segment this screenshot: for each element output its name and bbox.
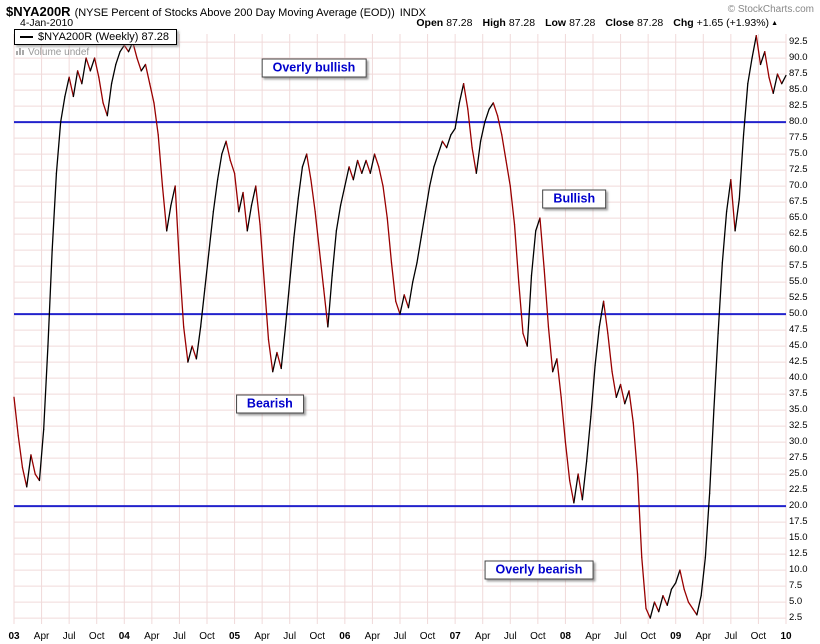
change-label: Chg: [673, 17, 694, 29]
y-axis-tick: 67.5: [789, 196, 808, 208]
legend: $NYA200R (Weekly) 87.28: [14, 29, 178, 45]
x-axis-tick: 03: [8, 631, 20, 642]
legend-label: $NYA200R (Weekly) 87.28: [38, 31, 170, 43]
volume-legend: Volume undef: [16, 47, 89, 58]
annotation-overly-bearish: Overly bearish: [484, 560, 594, 580]
chart-description: (NYSE Percent of Stocks Above 200 Day Mo…: [74, 7, 395, 19]
x-axis-tick: Apr: [474, 631, 491, 642]
y-axis-tick: 90.0: [789, 52, 808, 64]
y-axis-tick: 7.5: [789, 580, 803, 592]
x-axis-tick: 08: [559, 631, 571, 642]
high-label: High: [482, 17, 506, 29]
annotation-bearish: Bearish: [235, 394, 304, 414]
y-axis-tick: 50.0: [789, 308, 808, 320]
stockcharts-copyright: © StockCharts.com: [727, 4, 814, 15]
y-axis-tick: 87.5: [789, 68, 808, 80]
x-axis-tick: Oct: [750, 631, 767, 642]
symbol: $NYA200R: [6, 4, 71, 19]
y-axis-tick: 20.0: [789, 500, 808, 512]
line-swatch-icon: [20, 36, 33, 38]
price-line: [13, 35, 787, 619]
volume-bars-icon: [16, 47, 25, 58]
x-axis-tick: 09: [670, 631, 682, 642]
y-axis-tick: 32.5: [789, 420, 808, 432]
y-axis-tick: 92.5: [789, 36, 808, 48]
x-axis-tick: Jul: [503, 631, 517, 642]
x-axis-tick: 04: [118, 631, 130, 642]
x-axis-tick: Apr: [585, 631, 601, 642]
x-axis-tick: Jul: [283, 631, 297, 642]
y-axis-tick: 45.0: [789, 340, 808, 352]
y-axis-tick: 60.0: [789, 244, 808, 256]
y-axis-tick: 5.0: [789, 596, 803, 608]
y-axis-tick: 27.5: [789, 452, 808, 464]
y-axis-tick: 85.0: [789, 84, 808, 96]
y-axis-tick: 47.5: [789, 324, 808, 336]
y-axis-tick: 70.0: [789, 180, 808, 192]
y-axis-tick: 40.0: [789, 372, 808, 384]
y-axis-tick: 82.5: [789, 100, 808, 112]
y-axis-tick: 15.0: [789, 532, 808, 544]
price-chart-canvas: [13, 34, 787, 624]
annotation-overly-bullish: Overly bullish: [261, 58, 367, 78]
x-axis-tick: Apr: [254, 631, 270, 642]
x-axis-tick: 10: [780, 631, 792, 642]
ohlc-quote: Open 87.28 High 87.28 Low 87.28 Close 87.28 Chg +…: [406, 17, 778, 29]
chart-header: $NYA200R (NYSE Percent of Stocks Above 20…: [6, 3, 816, 19]
change-value: +1.65 (+1.93%): [696, 17, 770, 29]
x-axis-tick: Jul: [62, 631, 76, 642]
y-axis-tick: 12.5: [789, 548, 808, 560]
x-axis-tick: Oct: [199, 631, 215, 642]
open-label: Open: [416, 17, 444, 29]
x-axis-tick: Jul: [393, 631, 407, 642]
y-axis-tick: 57.5: [789, 260, 808, 272]
y-axis-tick: 55.0: [789, 276, 808, 288]
chart-area: 92.5 90.0 87.5 85.0 82.5 80.0 77.5 75.0 72.5 70.0…: [0, 28, 820, 644]
close-label: Close: [605, 17, 634, 29]
low-value: 87.28: [569, 17, 596, 29]
change-up-arrow-icon: ▲: [771, 20, 778, 27]
quote-date: 4-Jan-2010: [20, 17, 74, 29]
index-tag: INDX: [399, 7, 427, 19]
y-axis-tick: 65.0: [789, 212, 808, 224]
x-axis-tick: Jul: [173, 631, 186, 642]
y-axis-tick: 22.5: [789, 484, 808, 496]
x-axis-tick: Oct: [419, 631, 436, 642]
y-axis-tick: 25.0: [789, 468, 808, 480]
x-axis-tick: 07: [449, 631, 461, 642]
y-axis-tick: 17.5: [789, 516, 808, 528]
y-axis-tick: 75.0: [789, 148, 808, 160]
x-axis-tick: Jul: [724, 631, 738, 642]
x-axis-tick: Apr: [33, 631, 50, 642]
y-axis-tick: 77.5: [789, 132, 808, 144]
x-axis-tick: Oct: [530, 631, 546, 642]
high-value: 87.28: [508, 17, 536, 29]
y-axis-tick: 62.5: [789, 228, 808, 240]
x-axis-tick: Oct: [640, 631, 656, 642]
volume-label: Volume undef: [28, 47, 90, 58]
x-axis-tick: Apr: [364, 631, 381, 642]
y-axis-tick: 37.5: [789, 388, 808, 400]
y-axis-tick: 2.5: [789, 612, 803, 624]
x-axis-tick: 05: [229, 631, 241, 642]
y-axis-tick: 10.0: [789, 564, 808, 576]
low-label: Low: [545, 17, 567, 29]
x-axis-tick: Oct: [88, 631, 105, 642]
quote-row: 4-Jan-2010 Open 87.28 High 87.28 Low 87.28 Clo…: [20, 17, 820, 30]
x-axis-tick: Oct: [309, 631, 326, 642]
close-value: 87.28: [636, 17, 664, 29]
y-axis-tick: 35.0: [789, 404, 808, 416]
y-axis-tick: 72.5: [789, 164, 808, 176]
y-axis-tick: 30.0: [789, 436, 808, 448]
x-axis-tick: Apr: [695, 631, 712, 642]
annotation-bullish: Bullish: [542, 189, 607, 209]
x-axis-tick: 06: [339, 631, 351, 642]
y-axis-tick: 42.5: [789, 356, 808, 368]
y-axis-tick: 52.5: [789, 292, 808, 304]
x-axis-tick: Jul: [614, 631, 627, 642]
x-axis-tick: Apr: [144, 631, 160, 642]
y-axis-tick: 80.0: [789, 116, 808, 128]
open-value: 87.28: [446, 17, 473, 29]
